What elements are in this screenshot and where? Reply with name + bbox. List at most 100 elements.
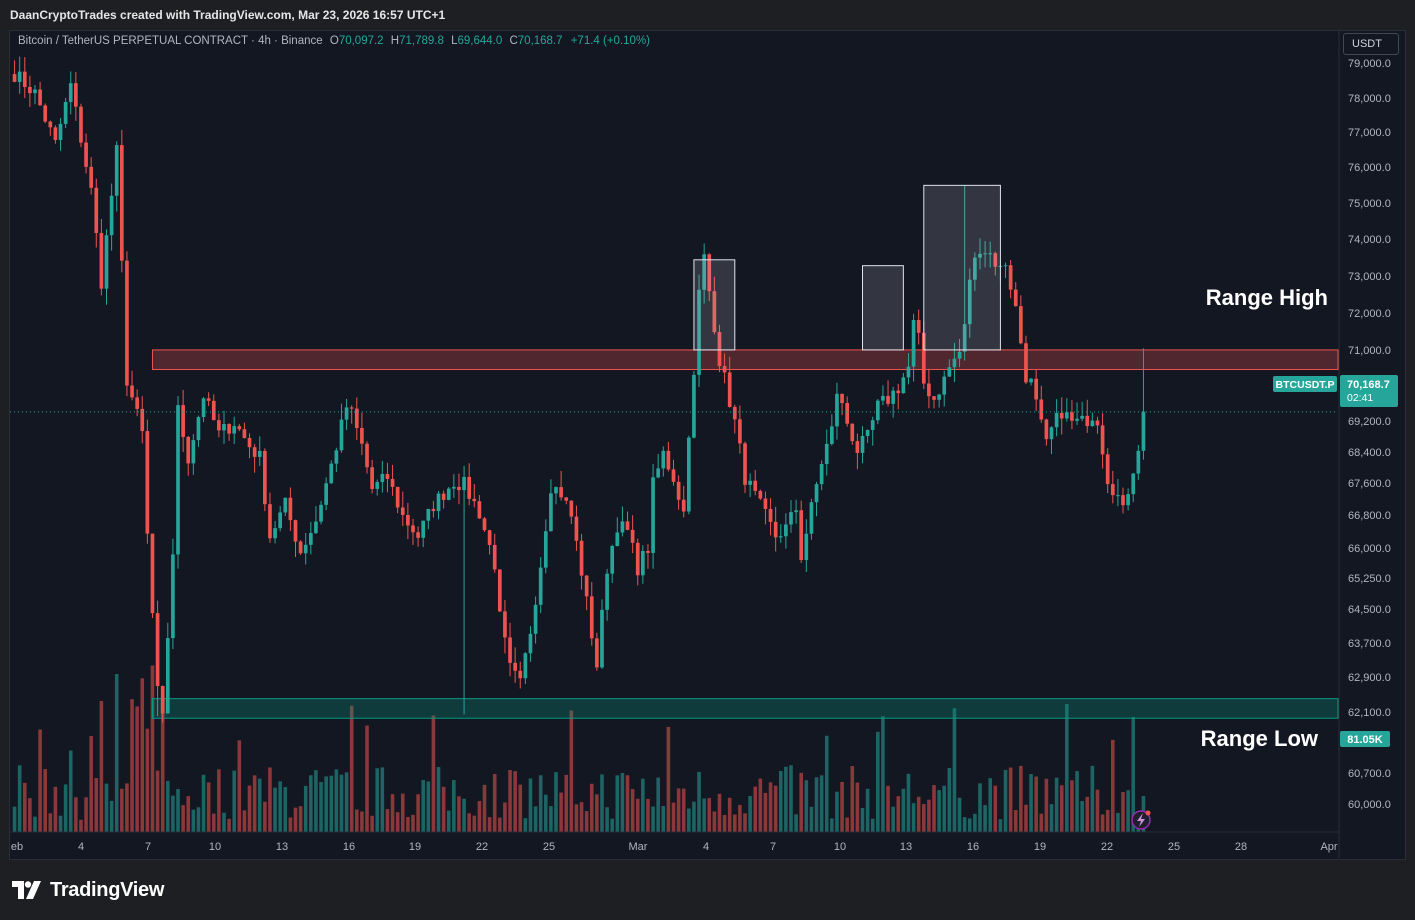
- volume-bar: [1116, 812, 1120, 832]
- volume-bar: [876, 731, 880, 832]
- volume-bar: [1034, 776, 1038, 832]
- candle-body: [1085, 415, 1090, 427]
- volume-bar: [595, 794, 599, 832]
- highlight-box[interactable]: [923, 184, 1001, 351]
- candle-body: [564, 497, 569, 501]
- candles: [12, 56, 1146, 723]
- volume-bar: [743, 813, 747, 832]
- candle-body: [217, 420, 221, 431]
- volume-bar: [191, 809, 196, 832]
- volume-bar: [615, 775, 620, 832]
- chart-frame[interactable]: [9, 30, 1406, 860]
- volume-bar: [865, 788, 870, 832]
- volume-bar: [145, 728, 150, 832]
- candle-body: [303, 544, 308, 554]
- volume-bar: [881, 716, 885, 832]
- price-tick-label: 69,200.0: [1348, 416, 1391, 428]
- candle-body: [651, 477, 655, 553]
- volume-bar: [605, 807, 609, 832]
- candle-body: [1008, 265, 1013, 290]
- volume-bar: [400, 793, 405, 832]
- volume-bar: [303, 785, 308, 832]
- volume-bar: [201, 774, 206, 832]
- tradingview-brand[interactable]: TradingView: [50, 878, 165, 901]
- candle-body: [457, 486, 461, 491]
- volume-bar: [104, 783, 109, 832]
- candle-body: [927, 383, 931, 397]
- candle-body: [753, 480, 758, 491]
- candle-body: [671, 469, 676, 482]
- volume-bar: [385, 809, 390, 832]
- candle-body: [794, 510, 798, 513]
- currency-button[interactable]: USDT: [1343, 33, 1399, 55]
- volume-bar: [947, 768, 952, 832]
- time-tick-label: 19: [1034, 841, 1046, 853]
- candle-body: [712, 291, 717, 333]
- volume-bar: [998, 819, 1003, 832]
- volume-bar: [349, 705, 354, 832]
- candle-body: [686, 437, 691, 512]
- candle-body: [79, 106, 83, 143]
- candle-body: [114, 145, 119, 196]
- candle-body: [436, 493, 441, 512]
- lightning-icon[interactable]: [1131, 810, 1151, 830]
- candle-body: [349, 407, 354, 409]
- volume-bar: [1065, 704, 1069, 832]
- candle-body: [569, 500, 574, 517]
- volume-bar: [1019, 765, 1023, 832]
- candle-body: [319, 504, 323, 522]
- range-low-zone[interactable]: [151, 698, 1339, 719]
- volume-bar: [1090, 765, 1095, 832]
- candle-body: [171, 554, 175, 639]
- price-tick-label: 63,700.0: [1348, 638, 1391, 650]
- candle-body: [68, 83, 73, 102]
- candle-body: [1105, 454, 1110, 485]
- volume-bar: [666, 726, 671, 832]
- candle-body: [1136, 450, 1141, 474]
- candle-body: [38, 89, 42, 106]
- symbol-tag-text: BTCUSDT.P: [1276, 379, 1335, 391]
- volume-bar: [687, 808, 691, 832]
- range-high-zone[interactable]: [151, 349, 1339, 371]
- credit-bar: DaanCryptoTrades created with TradingVie…: [0, 0, 1415, 30]
- footer: TradingView: [12, 876, 164, 904]
- zones: [151, 349, 1339, 719]
- volume-bar: [125, 783, 129, 832]
- volume-bar: [237, 740, 242, 832]
- volume-bar: [860, 807, 865, 832]
- time-tick-label: 25: [1168, 841, 1180, 853]
- highlight-box[interactable]: [862, 265, 904, 351]
- candle-body: [1095, 420, 1100, 426]
- candle-body: [559, 487, 563, 498]
- candle-body: [1121, 495, 1125, 506]
- candle-body: [1054, 412, 1059, 428]
- volume-bar: [554, 772, 558, 832]
- volume-bar: [1013, 810, 1018, 832]
- price-tick-label: 75,000.0: [1348, 198, 1391, 210]
- volume-bar: [763, 792, 768, 832]
- candle-body: [1126, 494, 1130, 506]
- candle-body: [743, 443, 747, 485]
- candle-body: [717, 332, 722, 367]
- candle-body: [528, 633, 533, 654]
- symbol-name[interactable]: Bitcoin / TetherUS PERPETUAL CONTRACT · …: [18, 35, 323, 47]
- candle-body: [191, 440, 196, 464]
- volume-bar: [84, 797, 88, 832]
- volume-bar: [681, 788, 686, 832]
- volume-bar: [584, 811, 589, 832]
- highlight-box[interactable]: [693, 259, 736, 351]
- volume-bar: [922, 804, 926, 832]
- candle-body: [1059, 412, 1064, 419]
- volume-bar: [830, 818, 834, 832]
- candle-body: [237, 426, 242, 430]
- volume-bar: [661, 805, 666, 832]
- candle-body: [666, 450, 671, 470]
- volume-bar: [799, 772, 803, 832]
- time-tick-label: 4: [78, 841, 84, 853]
- volume-bar: [630, 789, 635, 832]
- candle-body: [881, 395, 885, 401]
- candle-body: [43, 105, 48, 122]
- volume-bar: [436, 767, 441, 832]
- price-tick-label: 60,700.0: [1348, 768, 1391, 780]
